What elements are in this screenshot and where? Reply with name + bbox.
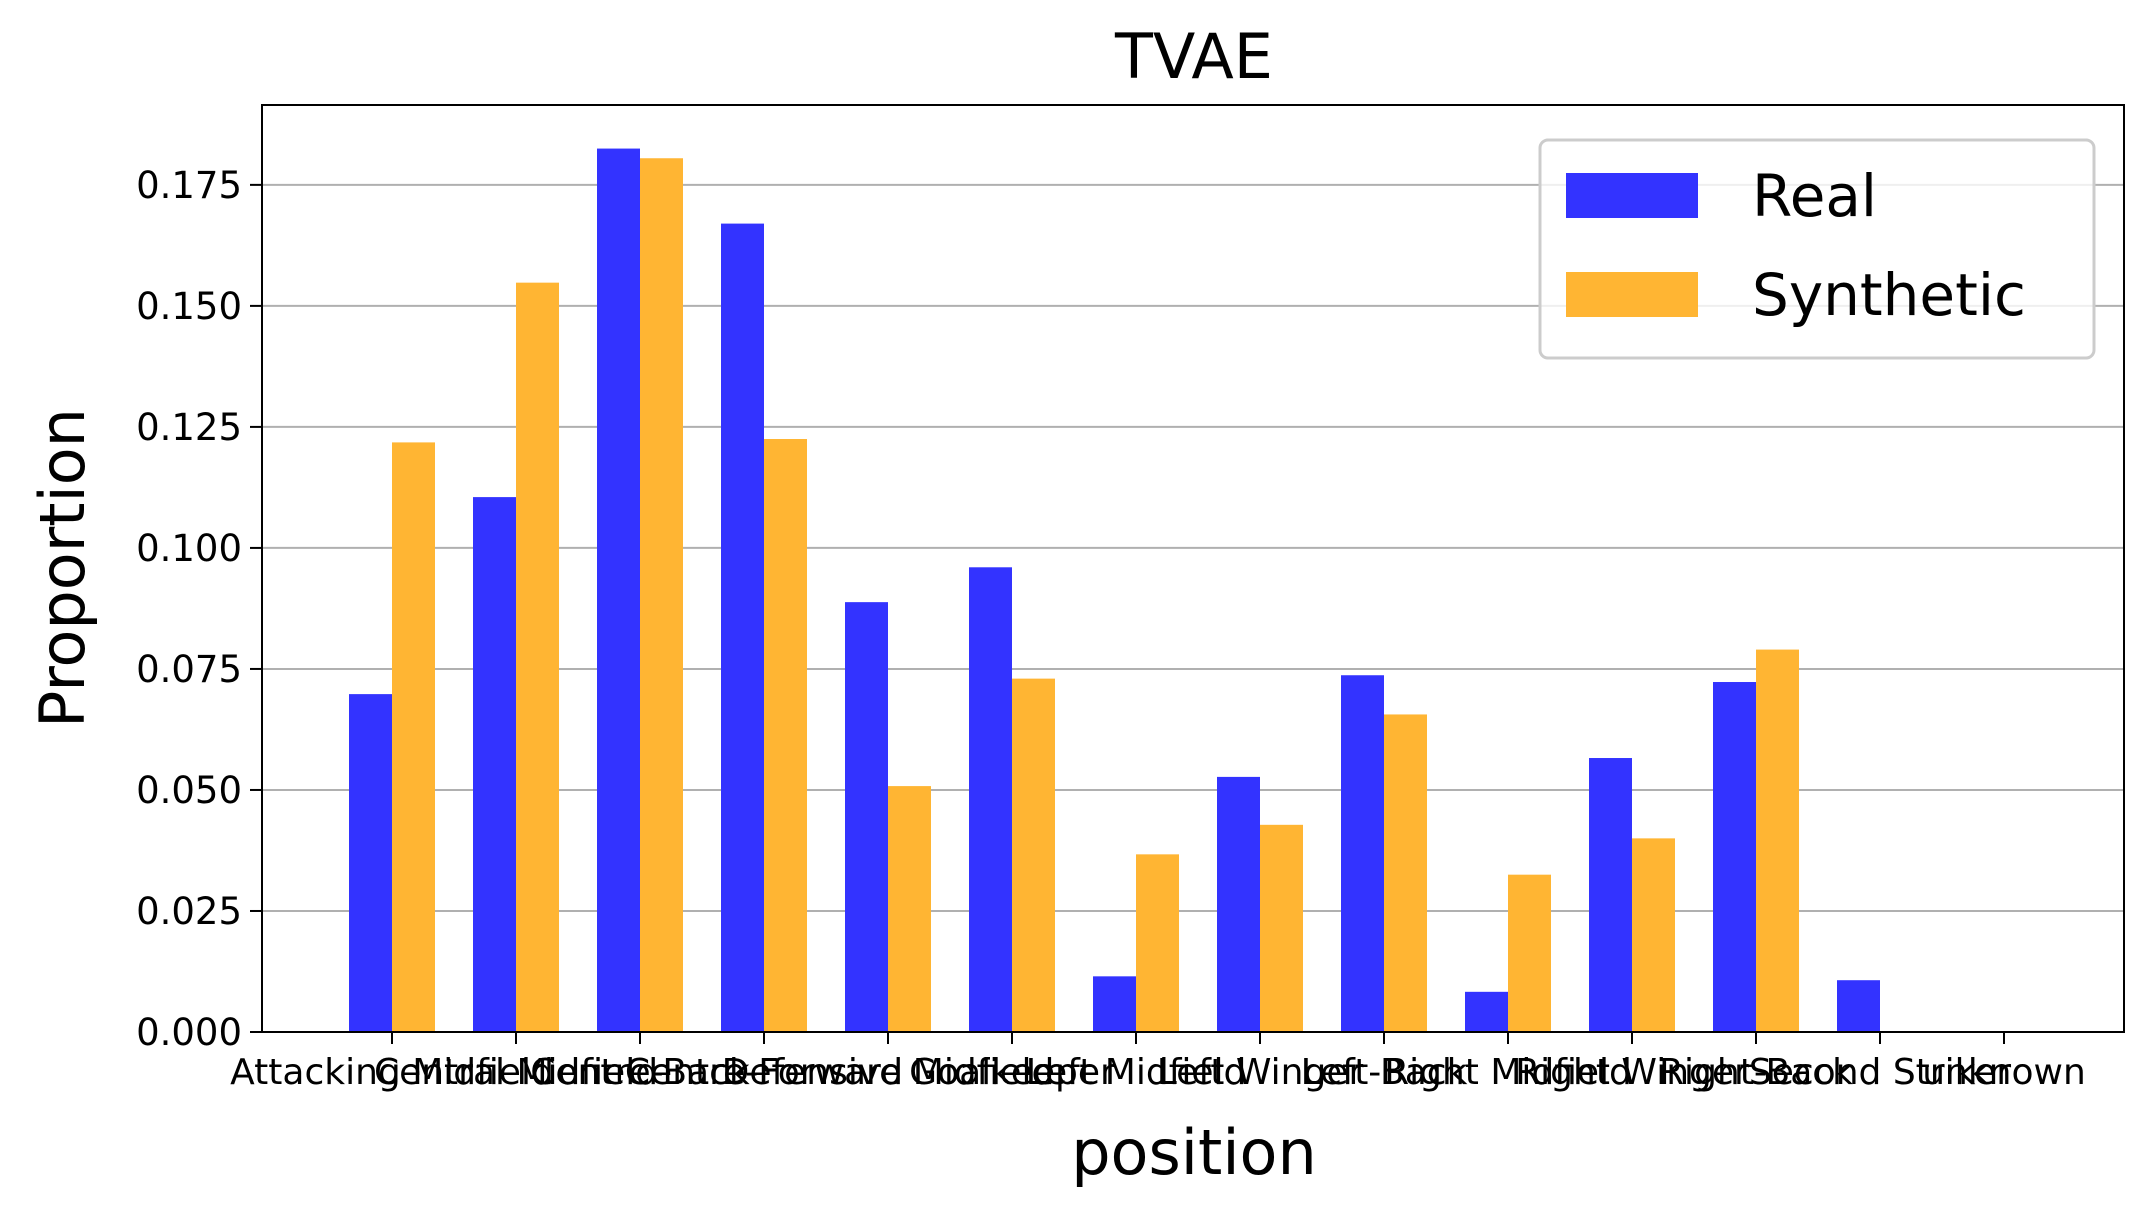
x-tick-label: unknown [1922, 1052, 2086, 1093]
bar-real-second-striker [1837, 980, 1880, 1032]
bar-real-left-midfield [1093, 976, 1136, 1032]
bar-real-attacking-midfield [349, 694, 392, 1032]
legend-label-real: Real [1752, 162, 1877, 230]
chart-title: TVAE [1114, 20, 1273, 93]
y-grid [262, 183, 2124, 1033]
x-axis-label: position [1071, 1116, 1317, 1189]
bar-synthetic-right-winger [1632, 838, 1675, 1032]
bar-synthetic-right-midfield [1508, 874, 1551, 1032]
x-tick-label: Second Striker [1749, 1052, 2011, 1093]
y-tick-label: 0.050 [136, 769, 242, 812]
x-tick-label: Left Midfield [1026, 1052, 1247, 1093]
bar-synthetic-right-back [1756, 649, 1799, 1032]
plot-area-frame [261, 104, 2125, 1033]
bar-synthetic-central-midfield [516, 282, 559, 1033]
y-tick-label: 0.000 [136, 1011, 242, 1054]
x-tick-label: Central Midfield [374, 1052, 658, 1093]
bar-real-centre-back [597, 148, 640, 1032]
bar-real-left-back [1341, 675, 1384, 1032]
bar-real-goalkeeper [969, 567, 1012, 1032]
bar-real-centre-forward [721, 223, 764, 1033]
bar-real-left-winger [1217, 776, 1260, 1032]
bar-synthetic-left-winger [1260, 824, 1303, 1032]
bar-synthetic-defensive-midfield [888, 786, 931, 1032]
bar-synthetic-centre-back [640, 158, 683, 1032]
bar-synthetic-goalkeeper [1012, 678, 1055, 1032]
bar-real-right-midfield [1465, 991, 1508, 1032]
bar-synthetic-left-midfield [1136, 854, 1179, 1032]
y-axis: 0.000 0.025 0.050 0.075 0.100 0.125 0.150 0.175 [136, 164, 262, 1054]
legend: Real Synthetic [1538, 138, 2096, 360]
x-tick-label: Left-Back [1301, 1052, 1468, 1093]
bar-real-right-back [1713, 682, 1756, 1032]
bars [349, 148, 1880, 1033]
legend-swatch-real [1566, 173, 1698, 218]
x-tick-label: Right Midfield [1384, 1052, 1632, 1093]
legend-swatch-synthetic [1566, 272, 1698, 317]
x-tick-label: Centre-Forward [625, 1052, 903, 1093]
y-tick-label: 0.100 [136, 527, 242, 570]
x-tick-label: Goalkeeper [909, 1052, 1115, 1093]
y-tick-label: 0.125 [136, 406, 242, 449]
bar-synthetic-centre-forward [764, 439, 807, 1032]
x-tick-label: Attacking Midfield [230, 1052, 554, 1093]
x-tick-label: Left Winger [1157, 1052, 1364, 1093]
y-tick-label: 0.025 [136, 890, 242, 933]
x-tick-label: Right Winger [1515, 1052, 1749, 1093]
y-tick-label: 0.150 [136, 285, 242, 328]
bar-real-defensive-midfield [845, 602, 888, 1032]
bar-real-right-winger [1589, 758, 1632, 1032]
bar-real-central-midfield [473, 497, 516, 1032]
y-tick-label: 0.175 [136, 164, 242, 207]
bar-synthetic-attacking-midfield [392, 442, 435, 1033]
y-tick-label: 0.075 [136, 648, 242, 691]
bar-synthetic-left-back [1384, 714, 1427, 1032]
legend-label-synthetic: Synthetic [1752, 261, 2026, 329]
x-tick-label: Centre-Back [530, 1052, 750, 1093]
x-tick-label: Right-Back [1659, 1052, 1853, 1093]
x-tick-label: Defensive Midfield [722, 1052, 1055, 1093]
y-axis-label: Proportion [26, 408, 99, 728]
